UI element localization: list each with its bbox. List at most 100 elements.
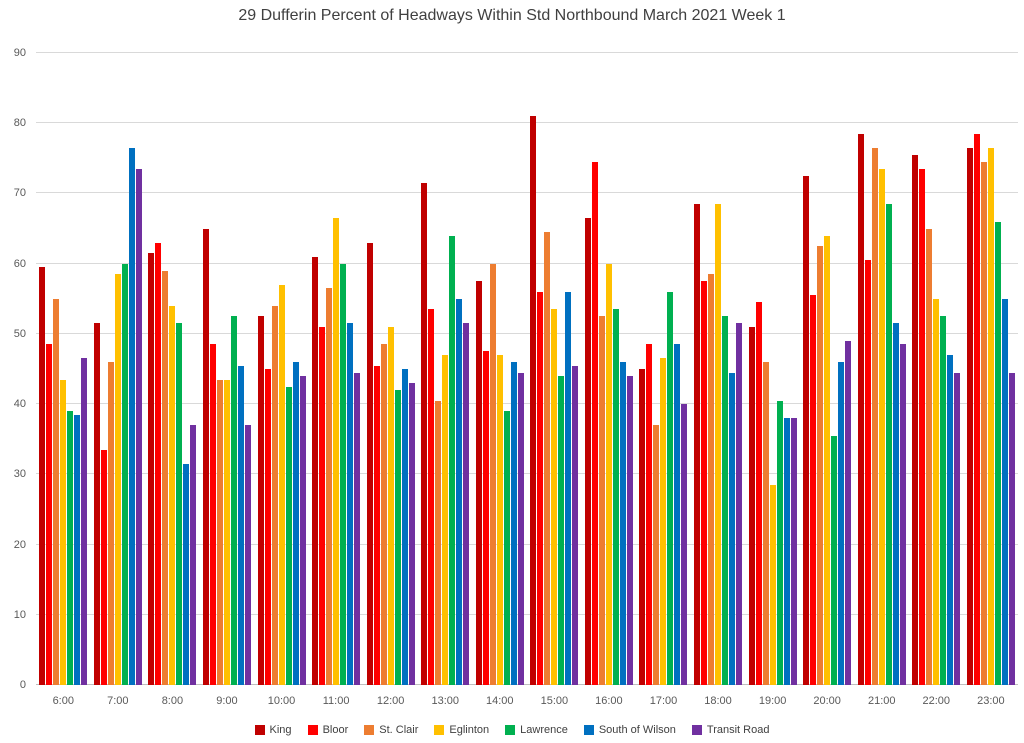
bar-transit-road [354,372,361,685]
bar-king [530,116,537,685]
bar-group [309,53,364,685]
bar-st-clair [871,147,878,685]
bar-eglinton [333,218,340,685]
bar-group [854,53,909,685]
bar-group [91,53,146,685]
bar-bloor [319,326,326,685]
bar-group [36,53,91,685]
legend-item-transit-road: Transit Road [691,724,769,736]
bar-lawrence [230,316,237,685]
legend-item-king: King [254,724,292,736]
bar-lawrence [722,316,729,685]
y-axis-label: 50 [13,327,26,340]
bar-st-clair [762,361,769,685]
bar-king [39,267,46,685]
bar-south-of-wilson [510,361,517,685]
bar-eglinton [933,298,940,685]
bar-lawrence [885,203,892,685]
bar-eglinton [769,484,776,685]
legend-swatch [254,725,265,735]
bar-king [912,154,919,685]
gridline [36,332,1018,334]
bar-st-clair [107,361,114,685]
bar-eglinton [114,274,121,685]
bar-south-of-wilson [619,361,626,685]
legend: King Bloor St. Clair Eglinton Lawrence South … [0,724,1024,736]
bar-st-clair [926,228,933,685]
bar-st-clair [708,274,715,685]
legend-item-bloor: Bloor [307,724,349,736]
bar-bloor [100,449,107,685]
bar-king [475,281,482,685]
gridline [36,684,1018,685]
gridline [36,52,1018,53]
gridline [36,122,1018,124]
bar-bloor [537,291,544,685]
bar-lawrence [994,221,1001,685]
bar-bloor [155,242,162,685]
bar-south-of-wilson [1001,298,1008,685]
plot-area [36,52,1018,685]
bar-group [254,53,309,685]
bar-transit-road [299,376,306,685]
bar-south-of-wilson [783,418,790,685]
y-axis-label: 0 [19,679,26,691]
bar-king [857,133,864,685]
bar-south-of-wilson [838,361,845,685]
x-axis-label: 9:00 [216,695,238,707]
x-axis-label: 7:00 [107,695,129,707]
x-axis-label: 11:00 [322,695,350,707]
bar-group [145,53,200,685]
legend-label: St. Clair [379,724,419,736]
bar-group [527,53,582,685]
legend-item-lawrence: Lawrence [505,724,568,736]
x-axis-label: 13:00 [431,695,459,707]
legend-label: Lawrence [520,724,568,736]
bar-group [909,53,964,685]
x-axis-label: 23:00 [977,695,1005,707]
bar-st-clair [435,400,442,685]
bar-eglinton [496,354,503,685]
bar-lawrence [503,411,510,685]
legend-swatch [583,725,594,735]
bar-king [148,253,155,685]
bar-group [200,53,255,685]
bar-eglinton [605,263,612,685]
bar-king [748,326,755,685]
bar-group [582,53,637,685]
bar-king [366,242,373,685]
y-axis-label: 40 [13,398,26,411]
bar-st-clair [980,161,987,685]
legend-item-st-clair: St. Clair [364,724,418,736]
bar-king [803,175,810,685]
bar-south-of-wilson [237,365,244,685]
y-axis-label: 20 [13,538,26,551]
bar-group [363,53,418,685]
bar-transit-road [626,376,633,685]
x-axis-label: 19:00 [758,695,787,707]
bar-bloor [755,302,762,685]
bar-king [694,203,701,685]
bar-group [800,53,855,685]
legend-item-south-of-wilson: South of Wilson [583,724,676,736]
bar-king [312,256,319,685]
legend-swatch [307,725,318,735]
bar-eglinton [442,354,449,685]
y-axis-label: 10 [13,608,26,621]
legend-label: South of Wilson [598,724,676,736]
bar-bloor [482,351,489,685]
bar-south-of-wilson [347,323,354,685]
bar-south-of-wilson [401,369,408,685]
bar-group [418,53,473,685]
bar-south-of-wilson [183,463,190,685]
legend-label: Bloor [322,724,349,736]
bar-lawrence [940,316,947,685]
bar-lawrence [667,291,674,685]
bar-lawrence [285,386,292,685]
bar-transit-road [244,425,251,685]
bar-group [691,53,746,685]
bar-south-of-wilson [128,147,135,685]
bar-south-of-wilson [729,372,736,685]
bar-king [584,218,591,685]
